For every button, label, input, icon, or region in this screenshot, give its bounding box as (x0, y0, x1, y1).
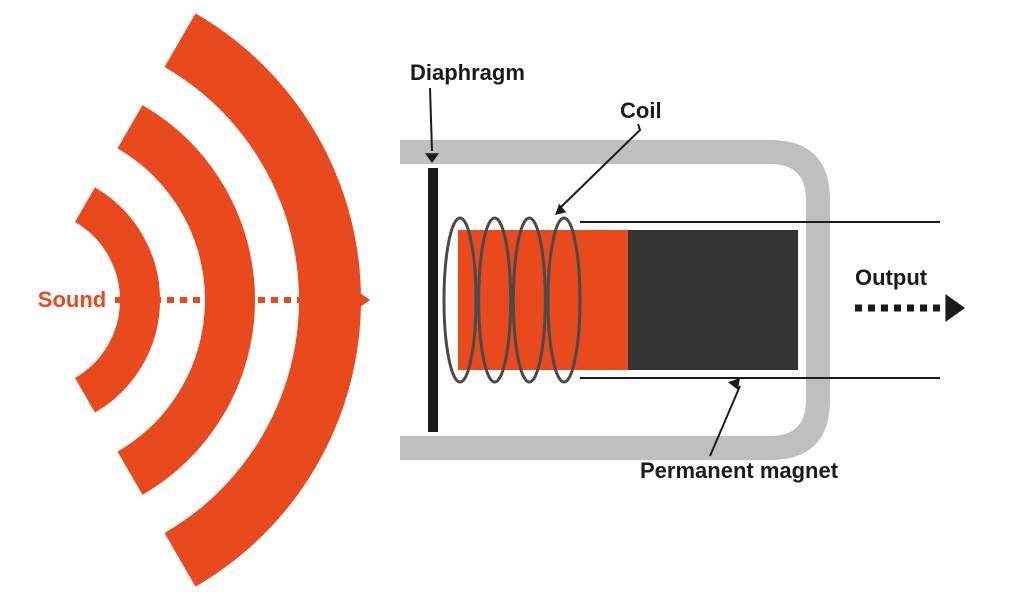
diaphragm-label: Diaphragm (410, 60, 525, 85)
magnet-south (628, 230, 798, 370)
coil-label: Coil (620, 98, 662, 123)
output-label: Output (855, 265, 928, 290)
diaphragm (428, 168, 438, 432)
magnet-label: Permanent magnet (640, 458, 839, 483)
sound-label: Sound (38, 287, 106, 312)
